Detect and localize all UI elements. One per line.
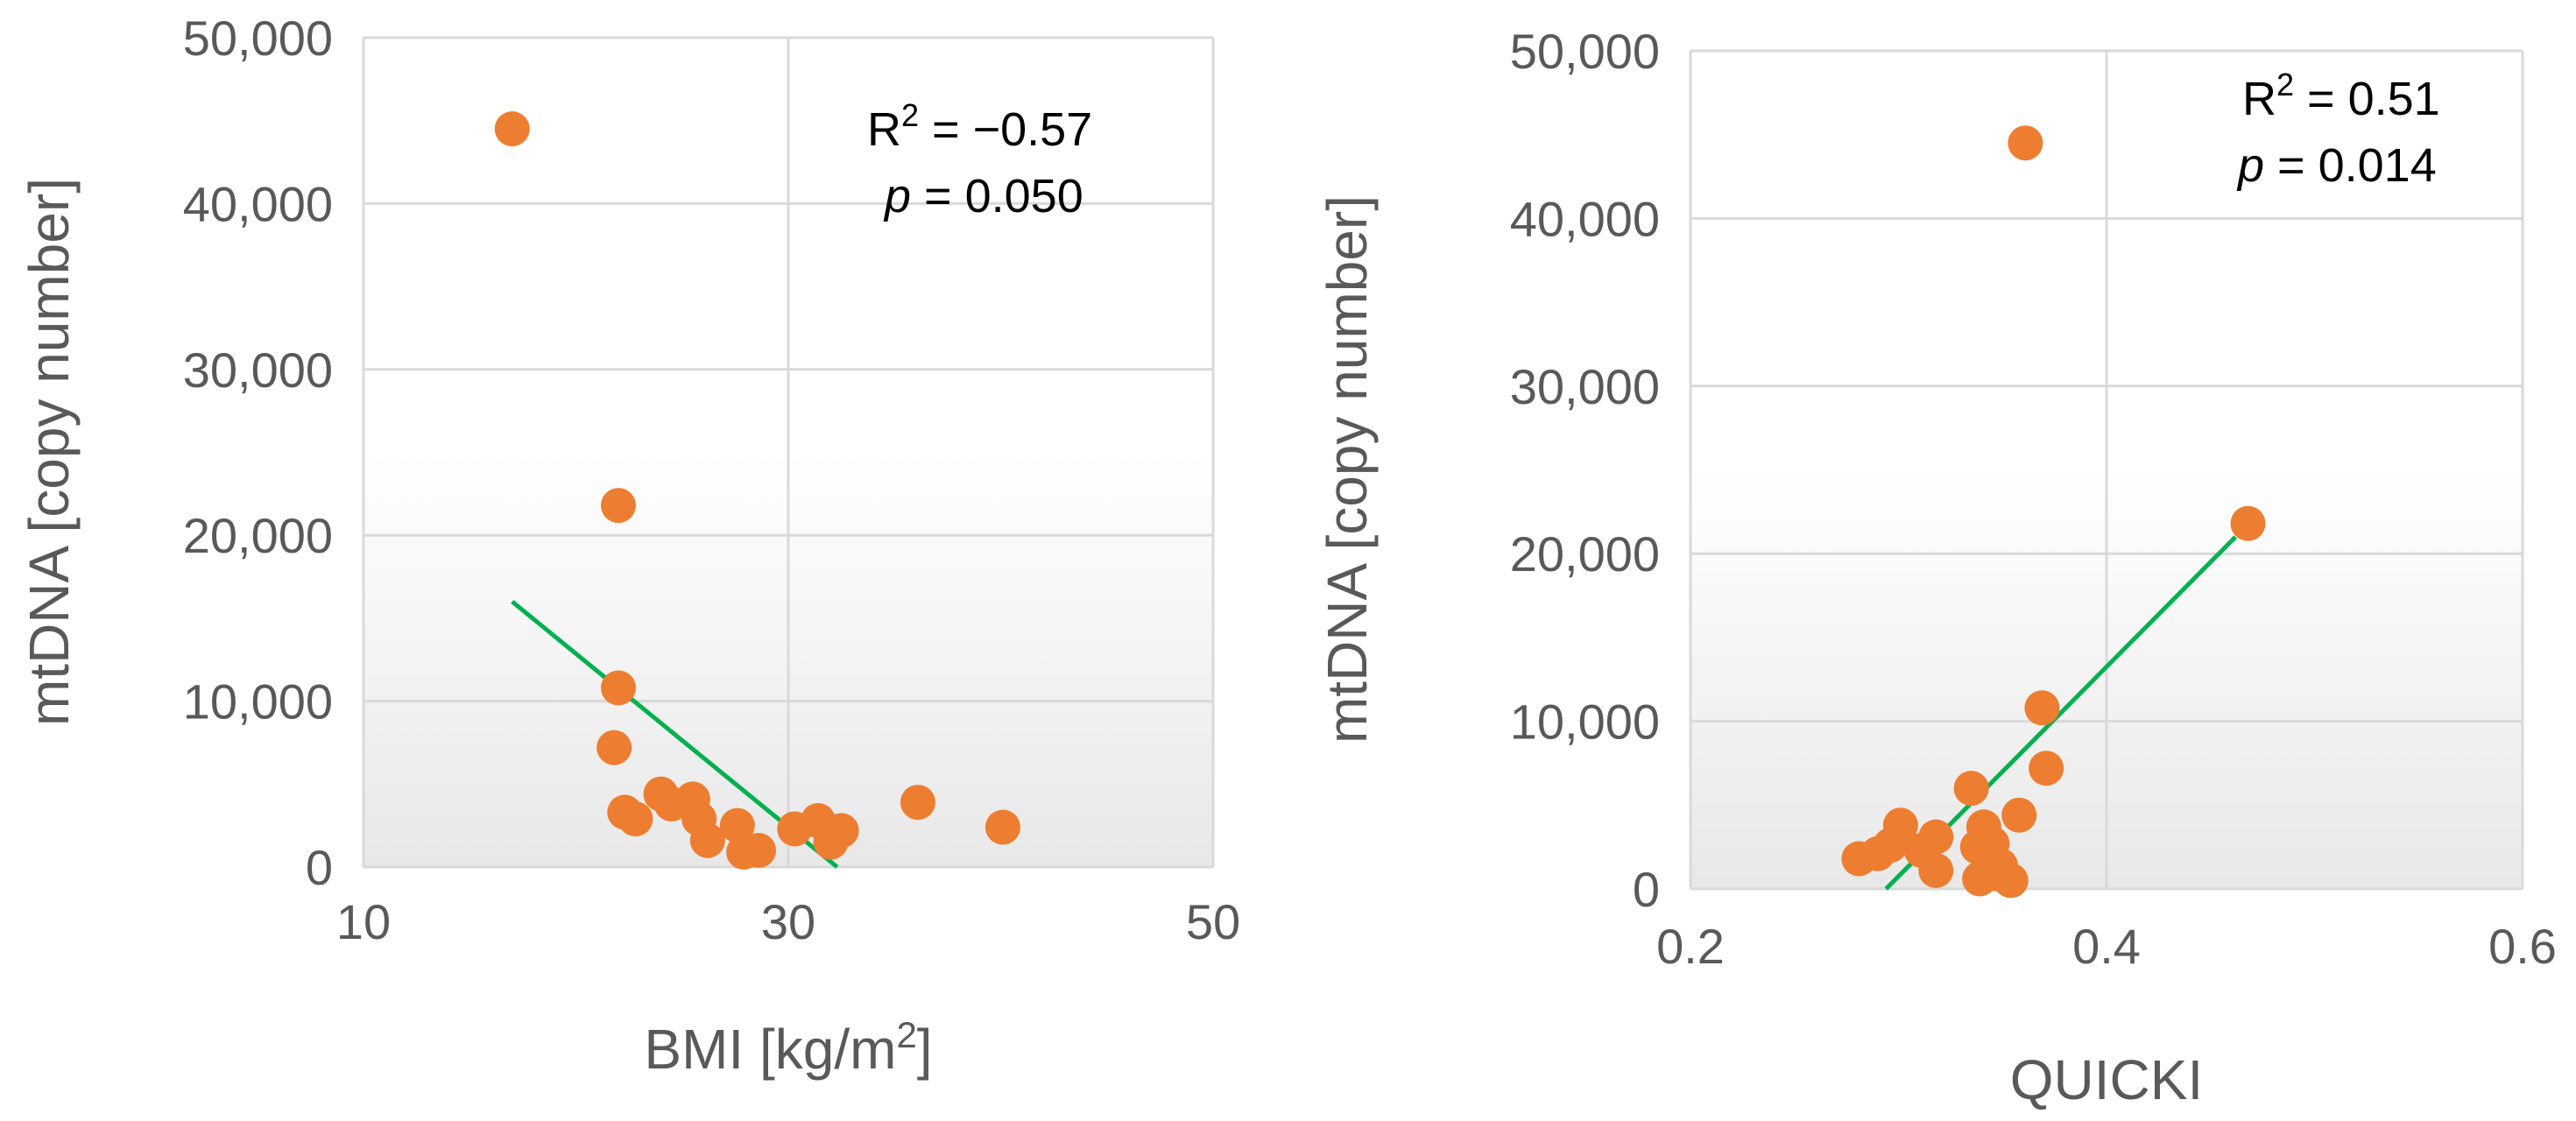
y-tick-label: 40,000	[183, 176, 333, 231]
y-tick-label: 30,000	[183, 342, 333, 398]
gridlines	[362, 36, 1215, 869]
stats-annotation: R2 = 0.51 p = 0.014	[2236, 67, 2440, 192]
x-tick-labels: 0.2 0.4 0.6	[1656, 919, 2557, 974]
x-tick-label: 50	[1186, 894, 1240, 949]
y-tick-label: 50,000	[183, 11, 333, 66]
y-tick-label: 40,000	[1510, 191, 1660, 246]
y-tick-label: 30,000	[1510, 359, 1660, 414]
data-point	[1841, 841, 1877, 877]
x-tick-label: 0.6	[2488, 919, 2557, 974]
data-point	[900, 785, 935, 821]
data-point	[689, 822, 725, 858]
x-tick-label: 10	[336, 894, 391, 949]
data-points	[494, 111, 1020, 870]
x-tick-label: 30	[761, 894, 815, 949]
y-tick-labels: 0 10,000 20,000 30,000 40,000 50,000	[183, 11, 333, 895]
y-tick-label: 20,000	[1510, 526, 1660, 582]
gridlines	[1689, 49, 2524, 891]
data-point	[1953, 771, 1989, 807]
data-point	[1873, 828, 1908, 864]
data-point	[985, 809, 1020, 845]
r-squared-label: R2 = 0.51	[2242, 67, 2440, 125]
y-axis-label: mtDNA [copy number]	[18, 178, 81, 726]
y-tick-label: 20,000	[183, 508, 333, 563]
data-point	[618, 801, 653, 837]
data-point	[2029, 751, 2064, 786]
data-point	[2008, 125, 2043, 161]
y-tick-label: 0	[306, 840, 333, 895]
data-point	[1993, 863, 2029, 899]
data-point	[823, 813, 859, 849]
data-point	[601, 488, 636, 524]
data-point	[2230, 505, 2266, 541]
y-tick-labels: 0 10,000 20,000 30,000 40,000 50,000	[1510, 24, 1660, 917]
y-axis-label: mtDNA [copy number]	[1316, 195, 1379, 744]
x-tick-labels: 10 30 50	[336, 894, 1240, 949]
p-value-label: p = 0.050	[883, 170, 1083, 222]
x-tick-label: 0.2	[1656, 919, 1725, 974]
chart-bmi: 0 10,000 20,000 30,000 40,000 50,000 10 30 50 m…	[18, 11, 1240, 1081]
y-tick-label: 10,000	[183, 674, 333, 730]
x-axis-label: BMI [kg/m2]	[644, 1014, 932, 1081]
data-point	[741, 833, 777, 869]
data-point	[2001, 797, 2037, 833]
y-tick-label: 50,000	[1510, 24, 1660, 79]
x-axis-label: QUICKI	[2010, 1048, 2203, 1111]
stats-annotation: R2 = −0.57 p = 0.050	[867, 97, 1092, 222]
data-point	[1918, 852, 1954, 888]
x-tick-label: 0.4	[2072, 919, 2141, 974]
data-point	[1962, 861, 1998, 897]
data-point	[719, 807, 755, 843]
data-point	[494, 111, 530, 147]
y-tick-label: 0	[1633, 862, 1660, 917]
data-points	[1841, 125, 2266, 899]
data-point	[596, 730, 632, 765]
data-point	[601, 670, 636, 706]
r-squared-label: R2 = −0.57	[867, 97, 1092, 156]
p-value-label: p = 0.014	[2236, 139, 2437, 192]
data-point	[2024, 690, 2060, 726]
y-tick-label: 10,000	[1510, 694, 1660, 750]
